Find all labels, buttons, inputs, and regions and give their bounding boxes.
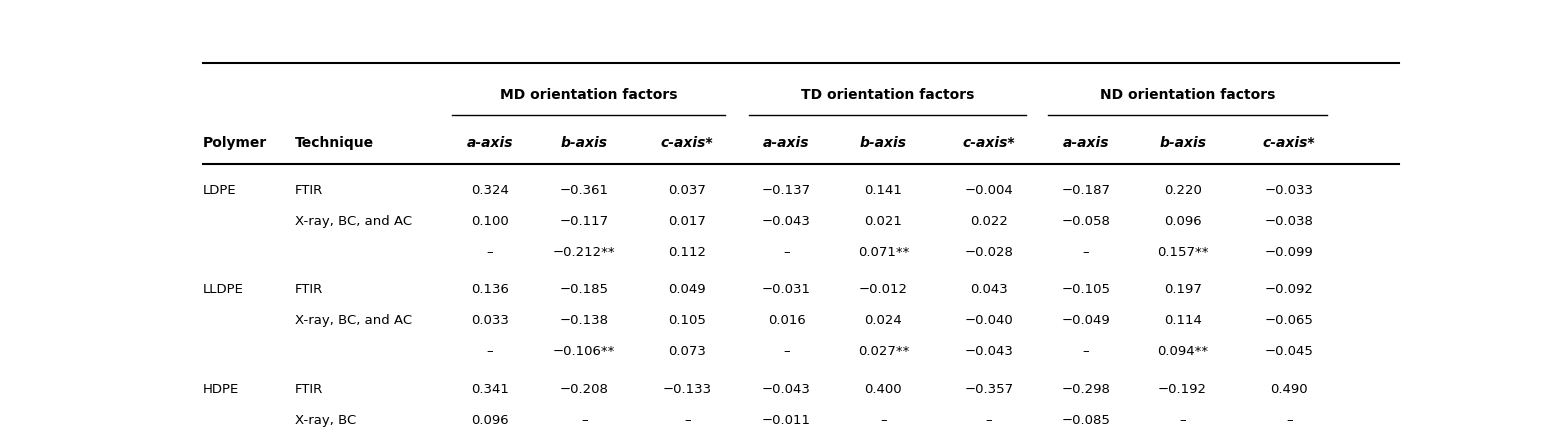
Text: 0.100: 0.100 [470,215,508,227]
Text: X-ray, BC, and AC: X-ray, BC, and AC [295,314,411,327]
Text: 0.096: 0.096 [1164,215,1202,227]
Text: −0.105: −0.105 [1061,283,1110,296]
Text: 0.071**: 0.071** [858,246,910,259]
Text: −0.192: −0.192 [1158,383,1207,396]
Text: −0.011: −0.011 [763,414,811,427]
Text: 0.220: 0.220 [1164,183,1202,197]
Text: −0.137: −0.137 [761,183,811,197]
Text: a-axis: a-axis [763,136,810,150]
Text: 0.043: 0.043 [971,283,1008,296]
Text: LDPE: LDPE [203,183,236,197]
Text: −0.038: −0.038 [1264,215,1313,227]
Text: −0.185: −0.185 [560,283,608,296]
Text: 0.324: 0.324 [470,183,508,197]
Text: 0.073: 0.073 [669,345,706,359]
Text: 0.049: 0.049 [669,283,706,296]
Text: FTIR: FTIR [295,383,324,396]
Text: –: – [783,345,789,359]
Text: –: – [1083,246,1089,259]
Text: −0.298: −0.298 [1061,383,1110,396]
Text: −0.065: −0.065 [1264,314,1313,327]
Text: −0.208: −0.208 [560,383,608,396]
Text: –: – [581,414,588,427]
Text: –: – [1180,414,1186,427]
Text: c-axis*: c-axis* [661,136,713,150]
Text: −0.058: −0.058 [1061,215,1110,227]
Text: −0.212**: −0.212** [553,246,616,259]
Text: −0.106**: −0.106** [553,345,616,359]
Text: –: – [1083,345,1089,359]
Text: −0.045: −0.045 [1264,345,1313,359]
Text: −0.043: −0.043 [763,383,811,396]
Text: TD orientation factors: TD orientation factors [800,88,974,102]
Text: b-axis: b-axis [561,136,608,150]
Text: 0.021: 0.021 [864,215,902,227]
Text: 0.016: 0.016 [767,314,805,327]
Text: HDPE: HDPE [203,383,239,396]
Text: MD orientation factors: MD orientation factors [500,88,677,102]
Text: Polymer: Polymer [203,136,267,150]
Text: −0.049: −0.049 [1061,314,1110,327]
Text: −0.138: −0.138 [560,314,608,327]
Text: –: – [685,414,691,427]
Text: 0.341: 0.341 [470,383,508,396]
Text: –: – [880,414,886,427]
Text: 0.027**: 0.027** [858,345,910,359]
Text: a-axis: a-axis [466,136,513,150]
Text: 0.136: 0.136 [470,283,508,296]
Text: 0.017: 0.017 [669,215,706,227]
Text: –: – [1286,414,1293,427]
Text: 0.094**: 0.094** [1157,345,1208,359]
Text: −0.361: −0.361 [560,183,608,197]
Text: 0.037: 0.037 [669,183,706,197]
Text: Technique: Technique [295,136,374,150]
Text: FTIR: FTIR [295,183,324,197]
Text: −0.012: −0.012 [860,283,908,296]
Text: −0.004: −0.004 [964,183,1013,197]
Text: −0.028: −0.028 [964,246,1013,259]
Text: b-axis: b-axis [860,136,907,150]
Text: −0.043: −0.043 [964,345,1013,359]
Text: 0.112: 0.112 [667,246,706,259]
Text: –: – [986,414,993,427]
Text: −0.133: −0.133 [663,383,711,396]
Text: −0.033: −0.033 [1264,183,1313,197]
Text: LLDPE: LLDPE [203,283,244,296]
Text: ND orientation factors: ND orientation factors [1100,88,1275,102]
Text: −0.085: −0.085 [1061,414,1110,427]
Text: 0.490: 0.490 [1271,383,1308,396]
Text: 0.197: 0.197 [1164,283,1202,296]
Text: b-axis: b-axis [1160,136,1207,150]
Text: 0.400: 0.400 [864,383,902,396]
Text: –: – [486,246,492,259]
Text: X-ray, BC, and AC: X-ray, BC, and AC [295,215,411,227]
Text: a-axis: a-axis [1063,136,1110,150]
Text: −0.187: −0.187 [1061,183,1110,197]
Text: –: – [783,246,789,259]
Text: 0.141: 0.141 [864,183,902,197]
Text: −0.043: −0.043 [763,215,811,227]
Text: 0.096: 0.096 [470,414,508,427]
Text: −0.031: −0.031 [763,283,811,296]
Text: 0.033: 0.033 [470,314,508,327]
Text: –: – [486,345,492,359]
Text: −0.117: −0.117 [560,215,608,227]
Text: −0.099: −0.099 [1264,246,1313,259]
Text: 0.157**: 0.157** [1157,246,1208,259]
Text: 0.114: 0.114 [1164,314,1202,327]
Text: 0.024: 0.024 [864,314,902,327]
Text: 0.022: 0.022 [971,215,1008,227]
Text: 0.105: 0.105 [669,314,706,327]
Text: −0.040: −0.040 [964,314,1013,327]
Text: −0.357: −0.357 [964,383,1013,396]
Text: FTIR: FTIR [295,283,324,296]
Text: −0.092: −0.092 [1264,283,1313,296]
Text: c-axis*: c-axis* [1263,136,1316,150]
Text: c-axis*: c-axis* [963,136,1014,150]
Text: X-ray, BC: X-ray, BC [295,414,356,427]
